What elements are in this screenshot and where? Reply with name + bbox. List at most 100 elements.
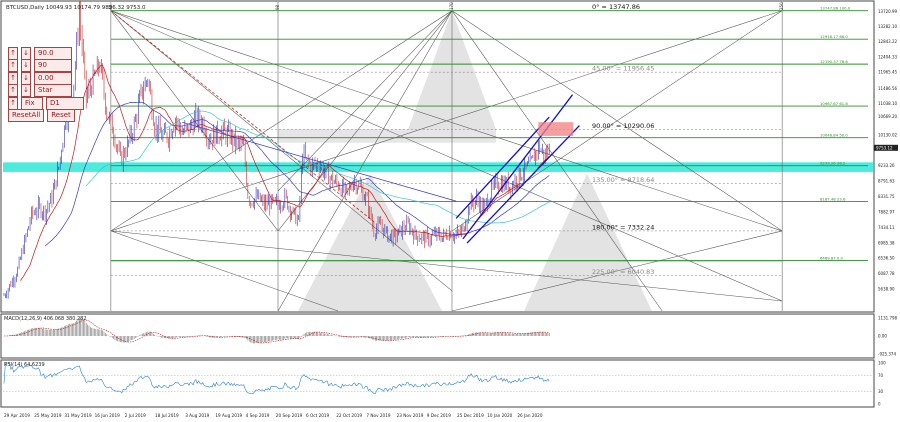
price-tick-label: 7434.11 [878, 225, 895, 230]
channel-line-1 [455, 116, 550, 219]
gann-angle-label: 90.00° = 10290.06 [592, 122, 654, 130]
channel-line-0 [462, 94, 574, 240]
control-row: ↑ ↓ 0.00 [8, 71, 72, 85]
price-tick-label: 8791.63 [878, 178, 895, 183]
rsi-label: RSI(14) 64.6239 [4, 362, 45, 368]
current-price-label: 9753.12 [876, 145, 893, 150]
fib-level-label: 13747.86 100.0 [820, 5, 851, 10]
gann-fan-line-13 [277, 10, 453, 232]
reset-row: ResetAll Reset [8, 109, 75, 122]
macd-tick-label: 1131.798 [878, 316, 898, 321]
date-tick-label: 4 Sep 2019 [246, 413, 270, 418]
price-tick-label: 7882.97 [878, 210, 895, 215]
control-button-up[interactable]: ↑ [8, 59, 18, 73]
control-button-up[interactable]: ↑ [8, 96, 18, 110]
date-tick-label: 20 Sep 2019 [276, 413, 303, 418]
date-tick-label: 25 May 2019 [34, 413, 62, 418]
price-panel [0, 0, 875, 313]
ma-blue [44, 101, 550, 247]
price-tick-label: 6536.50 [878, 256, 895, 261]
fib-level-label: 8187.48 23.6 [820, 196, 846, 201]
gann-fan-line-11 [451, 230, 783, 312]
fib-level-label: 12190.37 78.6 [820, 59, 848, 64]
price-tick-label: 12843.22 [878, 39, 898, 44]
gann-angle-label: 135.00° = 8718.64 [592, 176, 654, 184]
price-tick-label: 6087.78 [878, 271, 895, 276]
time-line-label: 98 [275, 4, 280, 10]
control-value-button[interactable]: Star [34, 84, 72, 98]
price-tick-label: 10669.20 [878, 114, 898, 119]
fib-level-label: 9233.26 38.2 [820, 160, 846, 165]
price-tick-label: 11965.45 [878, 69, 898, 74]
rsi-panel [0, 359, 875, 408]
date-tick-label: 26 Jan 2020 [517, 413, 542, 418]
control-button-down[interactable]: ↓ [21, 59, 31, 73]
price-tick-label: 6985.38 [878, 240, 895, 245]
date-tick-label: 31 May 2019 [64, 413, 92, 418]
gann-fan-line-6 [110, 10, 783, 302]
gann-fan-line-7 [110, 230, 783, 302]
date-tick-label: 2 Jul 2019 [125, 413, 146, 418]
gann-angle-label: 0° = 13747.86 [592, 3, 640, 11]
macd-panel [0, 313, 875, 359]
price-tick-label: 13282.10 [878, 24, 898, 29]
gann-fan-line-3 [110, 10, 453, 232]
control-row: ↑ ↓ 90.0 [8, 47, 72, 60]
date-tick-label: 23 Nov 2019 [397, 413, 424, 418]
control-row: ↑ ↓ 90 [8, 59, 72, 73]
gann-angle-label: 45.00° = 11956.45 [592, 65, 654, 73]
control-row: ↑ ↓ Star [8, 84, 72, 98]
macd-tick-label: 0.00 [878, 334, 887, 339]
date-tick-label: 22 Oct 2019 [336, 413, 362, 418]
price-tick-label: 9233.26 [878, 163, 895, 168]
current-price-marker [874, 144, 898, 151]
ma-cyan [85, 110, 550, 224]
date-tick-label: 19 Aug 2019 [215, 413, 242, 418]
date-tick-label: 3 Aug 2019 [185, 413, 209, 418]
fib-level-label: 12918.17 88.0 [820, 34, 848, 39]
macd-tick-label: -925.374 [878, 352, 896, 357]
control-value-button[interactable]: 0.00 [34, 71, 72, 85]
gann-angle-label: 180.00° = 7332.24 [592, 223, 654, 231]
reset-button[interactable]: Reset [47, 109, 75, 122]
date-tick-label: 25 Dec 2019 [457, 413, 484, 418]
cyan-band [3, 162, 873, 172]
control-value-button[interactable]: D1 [46, 96, 84, 110]
red-trend-line [110, 10, 375, 223]
price-tick-label: 11486.56 [878, 86, 898, 91]
control-button-up[interactable]: ↑ [8, 47, 18, 60]
gann-fan-line-1 [110, 10, 783, 232]
reset-all-button[interactable]: ResetAll [8, 109, 45, 122]
macd-signal-line [4, 319, 550, 344]
time-line-label: 170 [449, 2, 454, 10]
chart-title: BTCUSD,Daily 10049.93 10174.79 9896.32 9… [6, 5, 146, 11]
time-line-label: 48 [108, 4, 113, 10]
price-tick-label: 10130.02 [878, 132, 898, 137]
date-tick-label: 10 Jan 2020 [487, 413, 512, 418]
gann-band [278, 129, 496, 143]
fib-level-label: 10046.84 50.0 [820, 133, 848, 138]
gann-fan-line-14 [277, 10, 453, 192]
date-tick-label: 7 Nov 2019 [366, 413, 390, 418]
price-tick-label: 13720.99 [878, 9, 898, 14]
channel-line-2 [466, 125, 580, 244]
price-tick-label: 11038.10 [878, 101, 898, 106]
date-tick-label: 29 Apr 2019 [4, 413, 30, 418]
rsi-tick-label: 70 [878, 373, 884, 378]
control-value-button[interactable]: 90.0 [34, 47, 72, 60]
control-button-up[interactable]: ↑ [8, 84, 18, 98]
fib-level-label: 10967.67 61.8 [820, 101, 848, 106]
rsi-tick-label: 30 [878, 389, 884, 394]
control-value-button[interactable]: 90 [34, 59, 72, 73]
control-button-down[interactable]: ↓ [21, 47, 31, 60]
gann-shade-2 [523, 173, 652, 311]
date-tick-label: 16 Jun 2019 [95, 413, 121, 418]
gann-fan-line-10 [110, 230, 339, 312]
control-button-down[interactable]: Fix [21, 96, 43, 110]
price-tick-label: 5638.90 [878, 287, 895, 292]
control-button-up[interactable]: ↑ [8, 71, 18, 85]
control-button-down[interactable]: ↓ [21, 71, 31, 85]
control-button-down[interactable]: ↓ [21, 84, 31, 98]
control-row: ↑ Fix D1 [8, 96, 84, 110]
